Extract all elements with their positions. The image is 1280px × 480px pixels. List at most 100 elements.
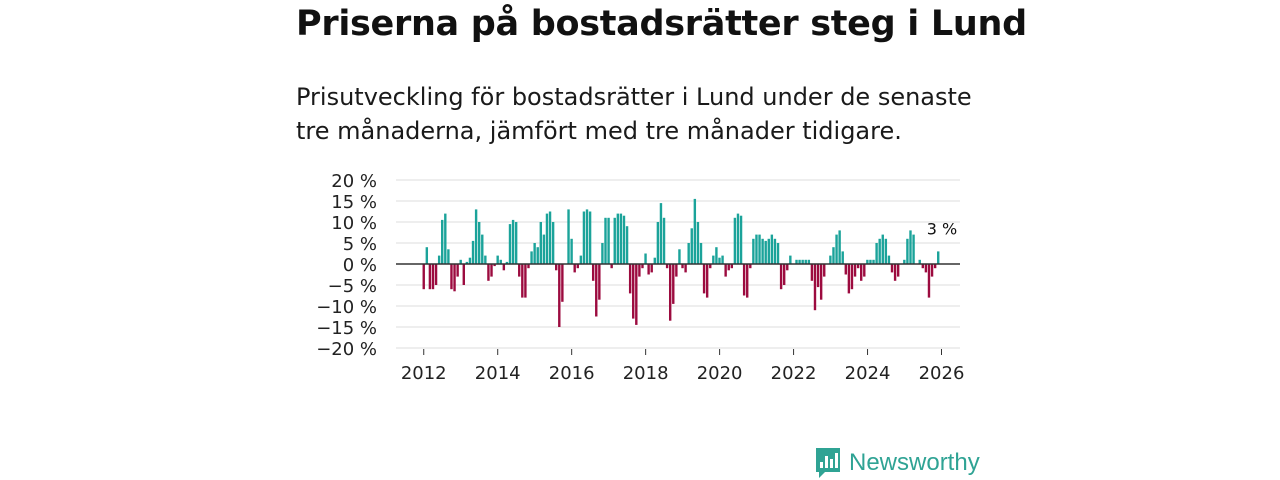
bar <box>702 264 706 294</box>
bar <box>724 264 727 277</box>
bar <box>841 251 844 264</box>
bar <box>715 247 718 264</box>
bar <box>530 251 533 264</box>
y-axis-labels: 20 %15 %10 %5 %0 %−5 %−10 %−15 %−20 % <box>316 171 377 360</box>
bar <box>755 234 758 264</box>
bars <box>422 198 940 327</box>
bar <box>453 264 456 292</box>
bar <box>930 264 934 277</box>
bar <box>693 198 697 264</box>
bar <box>736 213 740 264</box>
bar <box>604 217 607 264</box>
bar <box>628 264 632 294</box>
bar <box>539 222 543 264</box>
bar <box>499 259 502 264</box>
bar <box>705 264 709 298</box>
y-tick-label: −10 % <box>316 297 377 318</box>
bar <box>610 264 613 269</box>
bar <box>786 264 789 271</box>
bar <box>758 234 761 264</box>
bar <box>687 243 690 264</box>
bar <box>761 238 764 264</box>
bar <box>555 264 558 271</box>
bar <box>607 217 610 264</box>
bar <box>872 259 875 264</box>
x-tick-label: 2016 <box>549 363 595 384</box>
bar <box>521 264 524 298</box>
bar <box>850 264 854 290</box>
bar <box>727 264 730 271</box>
bar <box>459 259 462 264</box>
y-tick-label: 15 % <box>331 192 377 213</box>
bar <box>853 264 857 277</box>
bar <box>712 255 715 264</box>
bar <box>773 238 777 264</box>
bar <box>474 209 478 264</box>
bar <box>690 228 693 264</box>
x-tick-label: 2012 <box>401 363 447 384</box>
bar <box>733 217 737 264</box>
bar <box>937 251 940 264</box>
bar <box>742 264 746 296</box>
bar <box>567 209 570 264</box>
bar <box>921 264 925 269</box>
bar <box>699 243 703 264</box>
bar <box>653 257 656 264</box>
bar <box>632 264 635 319</box>
gridlines <box>396 179 960 349</box>
bar <box>582 211 586 264</box>
bar <box>585 209 589 264</box>
y-tick-label: −20 % <box>316 339 377 360</box>
bar <box>767 238 770 264</box>
bar <box>672 264 675 304</box>
bar <box>477 222 481 264</box>
bar <box>909 230 912 264</box>
bar <box>598 264 601 300</box>
bar <box>844 264 847 275</box>
bar <box>933 264 937 269</box>
bar <box>490 264 493 277</box>
bar <box>441 219 444 264</box>
bar <box>428 264 432 290</box>
bar <box>675 264 678 277</box>
bar <box>508 224 512 264</box>
bar <box>807 259 811 264</box>
bar <box>650 264 653 273</box>
bar <box>779 264 783 290</box>
bar <box>795 259 798 264</box>
bar <box>638 264 641 277</box>
bar <box>856 264 860 269</box>
bar <box>545 213 549 264</box>
y-tick-label: 20 % <box>331 171 377 192</box>
y-tick-label: 0 % <box>343 255 377 276</box>
bar <box>887 255 891 264</box>
bar <box>570 238 573 264</box>
brand-name: Newsworthy <box>849 449 980 476</box>
bar <box>558 264 561 327</box>
bar <box>422 264 425 290</box>
bar <box>576 264 579 269</box>
bar <box>431 264 435 290</box>
bar <box>468 257 472 264</box>
bar <box>662 217 666 264</box>
bar-chart-bubble-icon <box>816 448 840 478</box>
y-tick-label: 5 % <box>343 234 377 255</box>
bar <box>896 264 900 277</box>
bar <box>434 264 438 285</box>
bar <box>893 264 897 281</box>
bar <box>622 215 626 264</box>
bar <box>573 264 576 273</box>
bar <box>770 234 774 264</box>
bar <box>450 264 453 290</box>
bar <box>471 240 475 264</box>
bar <box>542 234 546 264</box>
bar <box>884 238 888 264</box>
x-axis-labels: 2012 2014 2016 2018 2020 2022 2024 2026 <box>401 349 964 384</box>
bar <box>718 257 721 264</box>
bar <box>588 211 592 264</box>
bar <box>524 264 527 298</box>
bar <box>527 264 530 269</box>
bar <box>481 234 484 264</box>
bar <box>561 264 564 302</box>
